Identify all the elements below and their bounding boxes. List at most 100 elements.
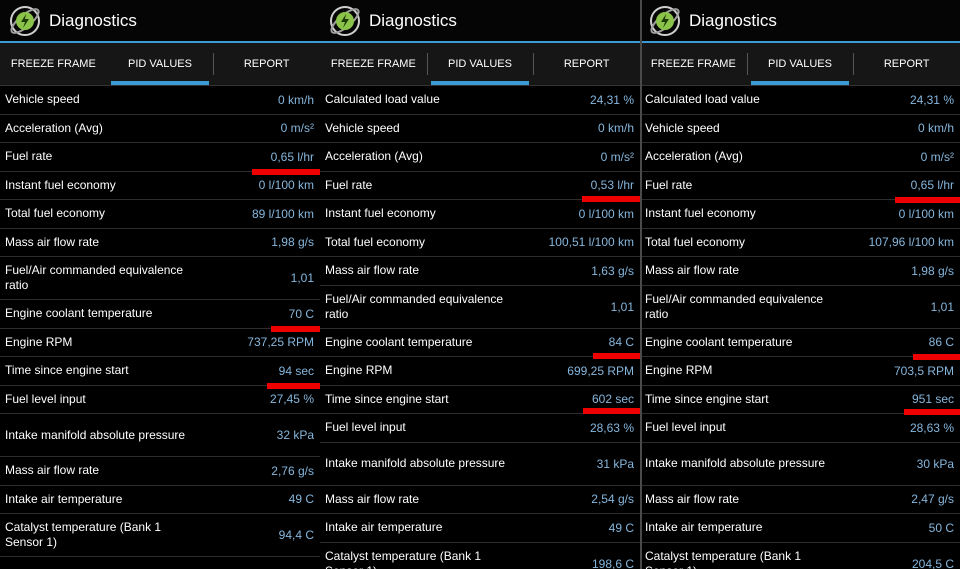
pid-row[interactable]: Fuel/Air commanded equivalence ratio 1,01 [320, 286, 640, 329]
tab-report[interactable]: REPORT [213, 43, 320, 85]
highlight-engine-start-time [267, 383, 320, 389]
pid-value: 204,5 C [911, 556, 954, 569]
pid-row[interactable]: Intake manifold absolute pressure 32 kPa [0, 414, 320, 457]
pid-row[interactable]: Total fuel economy 89 l/100 km [0, 200, 320, 229]
pid-row[interactable]: Total fuel economy 107,96 l/100 km [640, 229, 960, 257]
pid-value: 1,01 [290, 271, 314, 285]
pid-row[interactable]: Catalyst temperature (Bank 1 Sensor 1) 94… [0, 514, 320, 557]
pid-value: 107,96 l/100 km [868, 235, 954, 250]
pid-row[interactable]: Intake air temperature 49 C [320, 514, 640, 543]
tab-freeze-frame[interactable]: FREEZE FRAME [330, 58, 416, 70]
pid-label: Fuel/Air commanded equivalence ratio [5, 263, 184, 292]
pid-row[interactable]: Catalyst temperature (Bank 1 Sensor 1) 20… [640, 543, 960, 569]
pid-label: Total fuel economy [645, 234, 746, 249]
app-logo-icon[interactable] [645, 1, 685, 41]
pid-row[interactable]: Mass air flow rate 1,98 g/s [0, 229, 320, 257]
pid-row[interactable]: Time since engine start 94 sec [0, 357, 320, 386]
pid-label: Fuel rate [645, 177, 693, 192]
pid-value: 699,25 RPM [567, 363, 634, 378]
pid-row[interactable]: Fuel/Air commanded equivalence ratio 1,01 [640, 286, 960, 329]
pid-row[interactable]: Engine coolant temperature 70 C [0, 300, 320, 329]
pid-label: Catalyst temperature (Bank 1 Sensor 1) [645, 548, 802, 569]
pid-row[interactable]: Fuel level input 28,63 % [320, 414, 640, 443]
pid-label: Fuel level input [5, 391, 86, 406]
pid-row[interactable]: Instant fuel economy 0 l/100 km [320, 200, 640, 229]
pid-value: 86 C [928, 335, 954, 350]
pid-row[interactable]: Engine coolant temperature 86 C [640, 329, 960, 357]
pid-value: 0 l/100 km [258, 178, 314, 193]
pid-row[interactable]: Fuel level input 27,45 % [0, 386, 320, 414]
tab-pid-values[interactable]: PID VALUES [426, 43, 534, 85]
pid-row[interactable]: Engine RPM 737,25 RPM [0, 329, 320, 357]
pid-value: 94,4 C [278, 528, 314, 542]
pid-row[interactable]: Intake air temperature 49 C [0, 486, 320, 514]
pid-value: 100,51 l/100 km [548, 235, 634, 250]
pid-value: 24,31 % [909, 92, 954, 107]
pid-value: 49 C [608, 520, 634, 535]
tab-report[interactable]: REPORT [533, 43, 640, 85]
tab-report[interactable]: REPORT [853, 43, 960, 85]
tab-pid-values[interactable]: PID VALUES [746, 43, 854, 85]
pid-row[interactable]: Fuel rate 0,53 l/hr [320, 172, 640, 200]
pid-label: Instant fuel economy [325, 206, 436, 221]
pid-row[interactable]: Engine RPM 703,5 RPM [640, 357, 960, 386]
pid-label: Total fuel economy [5, 206, 106, 221]
pid-row[interactable]: Intake air temperature 50 C [640, 514, 960, 543]
tab-bar: FREEZE FRAME PID VALUES REPORT [640, 43, 960, 86]
pid-row[interactable]: Mass air flow rate 2,47 g/s [640, 486, 960, 514]
tab-freeze-frame[interactable]: FREEZE FRAME [650, 58, 736, 70]
pid-row[interactable]: Vehicle speed 0 km/h [0, 86, 320, 115]
pid-label: Instant fuel economy [5, 177, 116, 192]
pid-value: 1,01 [610, 299, 634, 314]
pid-row[interactable]: Acceleration (Avg) 0 m/s² [640, 143, 960, 172]
pid-row[interactable]: Mass air flow rate 2,76 g/s [0, 457, 320, 486]
pid-value: 0 m/s² [920, 149, 954, 164]
tab-pid-values[interactable]: PID VALUES [107, 43, 214, 85]
pid-row[interactable]: Mass air flow rate 2,54 g/s [320, 486, 640, 514]
pid-label: Engine coolant temperature [645, 334, 793, 349]
diagnostics-panel-2: Diagnostics FREEZE FRAME PID VALUES REPO… [320, 0, 640, 569]
pid-row[interactable]: Calculated load value 24,31 % [640, 86, 960, 115]
pid-row[interactable]: Vehicle speed 0 km/h [640, 115, 960, 143]
pid-label: Time since engine start [5, 363, 129, 378]
pid-row[interactable]: Acceleration (Avg) 0 m/s² [0, 115, 320, 143]
app-title: Diagnostics [369, 10, 457, 30]
pid-row[interactable]: Engine RPM 699,25 RPM [320, 357, 640, 386]
pid-row[interactable]: Time since engine start 951 sec [640, 386, 960, 414]
pid-row[interactable]: Calculated load value 24,31 % [320, 86, 640, 115]
diagnostics-panel-3: Diagnostics FREEZE FRAME PID VALUES REPO… [640, 0, 960, 569]
pid-row[interactable]: Intake manifold absolute pressure 31 kPa [320, 443, 640, 486]
pid-row[interactable]: Instant fuel economy 0 l/100 km [0, 172, 320, 200]
pid-row[interactable]: Engine coolant temperature 84 C [320, 329, 640, 357]
pid-row[interactable]: Mass air flow rate 1,63 g/s [320, 257, 640, 286]
pid-value: 198,6 C [591, 556, 634, 569]
pid-row[interactable]: Total fuel economy 100,51 l/100 km [320, 229, 640, 257]
pid-row[interactable]: Fuel rate 0,65 l/hr [640, 172, 960, 200]
pid-row[interactable]: Acceleration (Avg) 0 m/s² [320, 143, 640, 172]
pid-row[interactable]: Fuel rate 0,65 l/hr [0, 143, 320, 172]
pid-row[interactable]: Fuel/Air commanded equivalence ratio 1,01 [0, 257, 320, 300]
pid-list: Vehicle speed 0 km/h Acceleration (Avg) 0 m… [0, 86, 320, 557]
tab-freeze-frame[interactable]: FREEZE FRAME [10, 58, 96, 70]
pid-row[interactable]: Catalyst temperature (Bank 1 Sensor 1) 19… [320, 543, 640, 569]
app-logo-icon[interactable] [325, 1, 365, 41]
pid-label: Fuel/Air commanded equivalence ratio [325, 291, 504, 321]
pid-row[interactable]: Intake manifold absolute pressure 30 kPa [640, 443, 960, 486]
pid-value: 951 sec [911, 392, 954, 407]
pid-row[interactable]: Fuel level input 28,63 % [640, 414, 960, 443]
pid-row[interactable]: Time since engine start 602 sec [320, 386, 640, 414]
pid-row[interactable]: Instant fuel economy 0 l/100 km [640, 200, 960, 229]
pid-label: Fuel level input [325, 420, 406, 435]
pid-value: 0 km/h [277, 92, 314, 107]
pid-label: Mass air flow rate [5, 234, 100, 249]
pid-label: Total fuel economy [325, 234, 426, 249]
pid-row[interactable]: Vehicle speed 0 km/h [320, 115, 640, 143]
pid-value: 0 m/s² [600, 149, 634, 164]
app-title: Diagnostics [689, 10, 777, 30]
pid-row[interactable]: Mass air flow rate 1,98 g/s [640, 257, 960, 286]
pid-value: 2,76 g/s [271, 463, 314, 478]
pid-label: Fuel rate [5, 149, 53, 164]
pid-label: Catalyst temperature (Bank 1 Sensor 1) [325, 548, 482, 569]
highlight-coolant-temp [593, 353, 640, 359]
app-logo-icon[interactable] [5, 1, 45, 41]
